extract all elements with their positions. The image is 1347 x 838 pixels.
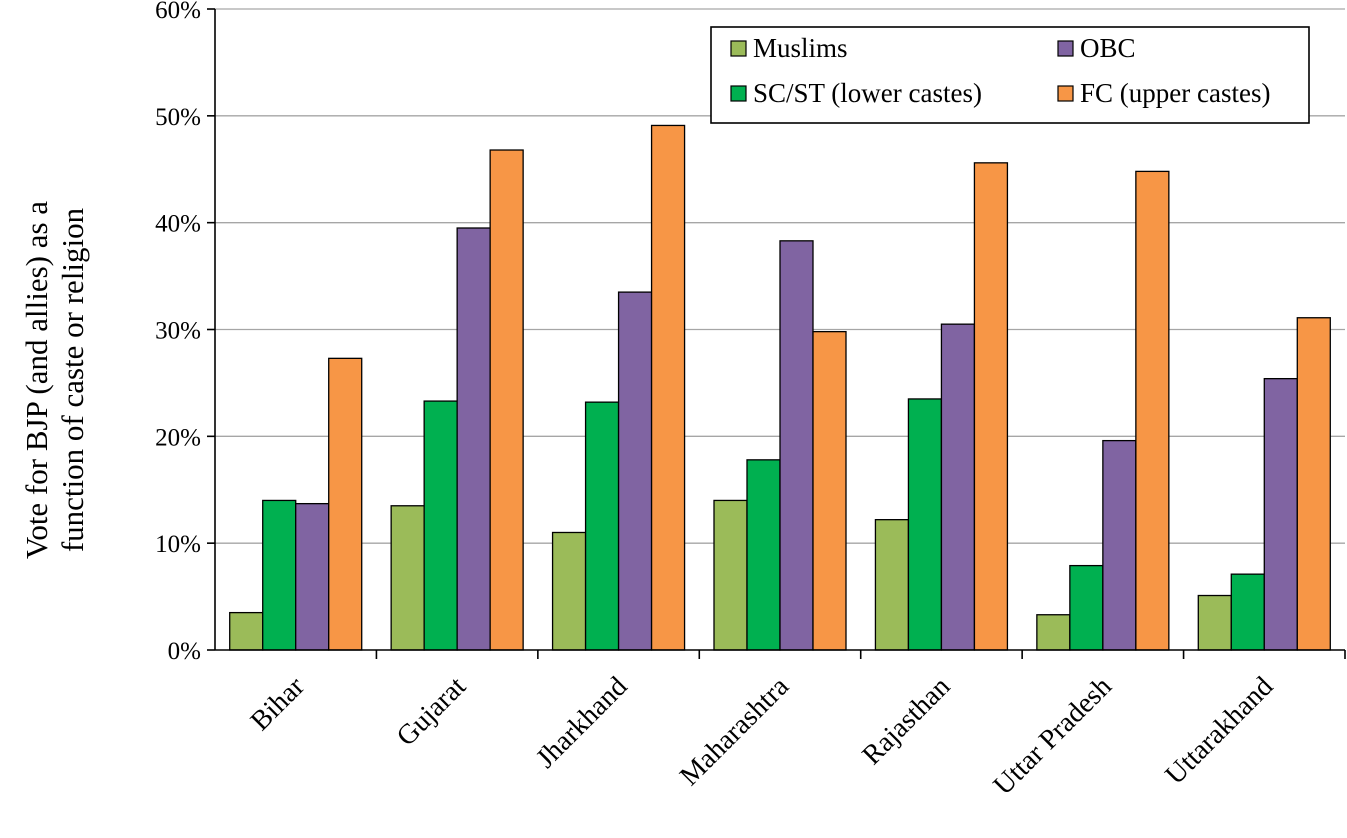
legend-swatch (1057, 40, 1074, 57)
legend-label: OBC (1080, 33, 1136, 63)
y-tick-label: 20% (155, 424, 201, 451)
legend-swatch (730, 40, 747, 57)
y-tick-label: 60% (155, 0, 201, 24)
x-tick-label: Bihar (245, 671, 311, 737)
bar (1102, 439, 1137, 651)
x-tick-label: Uttar Pradesh (988, 671, 1118, 801)
bar (584, 401, 620, 651)
x-tick-label: Maharashtra (674, 671, 795, 792)
y-axis-title-line-2: function of caste or religion (55, 207, 90, 552)
bar (907, 398, 943, 651)
bar (713, 499, 748, 651)
y-tick-label: 30% (155, 318, 201, 345)
x-tick-labels: Bihar Gujarat Jharkhand Maharashtra Rajastha… (245, 671, 1279, 802)
bar (390, 505, 425, 651)
bar (262, 499, 297, 651)
y-tick-labels: 0% 10% 20% 30% 40% 50% 60% (155, 0, 201, 665)
bar (1263, 377, 1298, 651)
bar (1230, 573, 1265, 651)
bar (551, 531, 587, 651)
y-tick-label: 10% (155, 531, 201, 558)
bar (229, 611, 264, 651)
bar (1036, 614, 1071, 651)
bar (423, 400, 458, 651)
legend-label: Muslims (753, 33, 848, 63)
x-tick-label: Uttarakhand (1159, 671, 1279, 791)
bar (1197, 594, 1232, 651)
legend-box (710, 26, 1310, 124)
y-axis-title-line-1: Vote for BJP (and allies) as a (19, 201, 54, 559)
bar (295, 502, 330, 651)
bars (229, 124, 1331, 651)
bar (617, 291, 653, 651)
y-tick-label: 0% (168, 638, 201, 665)
axes (207, 8, 1346, 659)
legend-label: FC (upper castes) (1080, 78, 1270, 108)
y-tick-label: 50% (155, 104, 201, 131)
bar (746, 459, 781, 651)
legend: Muslims OBC SC/ST (lower castes) FC (upper … (710, 26, 1310, 124)
bar (973, 162, 1009, 651)
x-tick-label: Jharkhand (530, 671, 633, 774)
legend-swatch (730, 85, 747, 102)
bar (1135, 170, 1170, 651)
bar (489, 149, 524, 651)
legend-swatch (1057, 85, 1074, 102)
legend-label: SC/ST (lower castes) (753, 78, 982, 108)
bar (328, 357, 363, 651)
x-tick-label: Gujarat (391, 671, 472, 752)
bar (812, 330, 847, 651)
bar (650, 124, 686, 651)
x-tick-label: Rajasthan (856, 671, 956, 771)
bar (1069, 564, 1104, 651)
y-tick-label: 40% (155, 211, 201, 238)
y-axis-title: Vote for BJP (and allies) as a function … (19, 201, 90, 559)
bar (456, 227, 491, 651)
bar (874, 519, 910, 651)
bar (1296, 317, 1331, 651)
bar (940, 323, 976, 651)
bar (779, 240, 814, 651)
